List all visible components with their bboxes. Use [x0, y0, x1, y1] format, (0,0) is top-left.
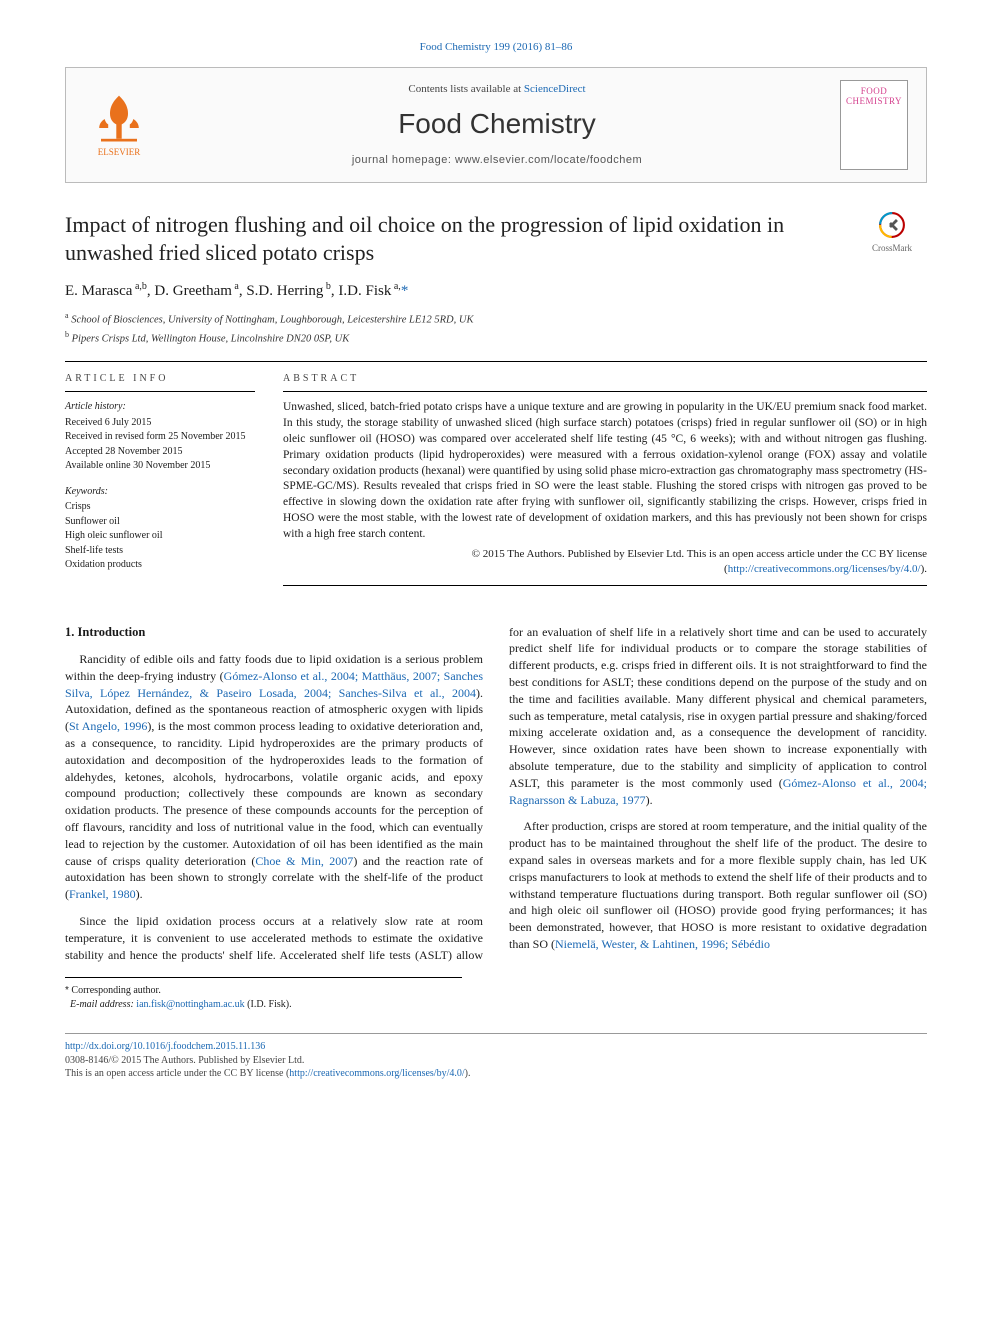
- aff-a-text: School of Biosciences, University of Not…: [71, 315, 473, 326]
- aff-b-sup: b: [65, 330, 69, 339]
- keyword: Oxidation products: [65, 558, 255, 572]
- article-title: Impact of nitrogen flushing and oil choi…: [65, 211, 927, 268]
- sciencedirect-link[interactable]: ScienceDirect: [524, 83, 586, 95]
- abstract-heading: abstract: [283, 372, 927, 386]
- history-label: Article history:: [65, 400, 255, 414]
- footnote-corresponding: Corresponding author.: [71, 985, 160, 996]
- info-abstract-row: article info Article history: Received 6…: [65, 372, 927, 594]
- p2-text-b: ).: [646, 793, 653, 807]
- abstract-rule: [283, 391, 927, 392]
- author-4[interactable]: I.D. Fisk: [338, 283, 391, 299]
- author-3-aff: b: [323, 281, 331, 292]
- info-rule: [65, 391, 255, 392]
- aff-b-text: Pipers Crisps Ltd, Wellington House, Lin…: [72, 333, 350, 344]
- abstract-license: © 2015 The Authors. Published by Elsevie…: [283, 547, 927, 577]
- banner-middle: Contents lists available at ScienceDirec…: [172, 82, 822, 167]
- abstract-col: abstract Unwashed, sliced, batch-fried p…: [283, 372, 927, 594]
- author-2[interactable]: D. Greetham: [154, 283, 231, 299]
- homepage-url[interactable]: www.elsevier.com/locate/foodchem: [455, 154, 642, 166]
- section-1-heading: 1. Introduction: [65, 624, 483, 642]
- p3-text-a: After production, crisps are stored at r…: [509, 819, 927, 951]
- header-citation: Food Chemistry 199 (2016) 81–86: [65, 40, 927, 55]
- journal-cover-thumb[interactable]: FOOD CHEMISTRY: [840, 80, 908, 170]
- affiliation-a: a School of Biosciences, University of N…: [65, 311, 927, 328]
- divider-rule: [65, 361, 927, 362]
- citation-link[interactable]: Food Chemistry 199 (2016) 81–86: [420, 41, 573, 53]
- journal-homepage: journal homepage: www.elsevier.com/locat…: [172, 153, 822, 168]
- citation-link[interactable]: Choe & Min, 2007: [255, 854, 353, 868]
- contents-lists-line: Contents lists available at ScienceDirec…: [172, 82, 822, 97]
- doi-link[interactable]: http://dx.doi.org/10.1016/j.foodchem.201…: [65, 1041, 265, 1052]
- license-link[interactable]: http://creativecommons.org/licenses/by/4…: [728, 563, 921, 575]
- license-close: ).: [921, 563, 927, 575]
- footer-license-link[interactable]: http://creativecommons.org/licenses/by/4…: [289, 1068, 464, 1079]
- author-1-aff: a,b: [132, 281, 146, 292]
- p1-text-e: ).: [136, 887, 143, 901]
- history-accepted: Accepted 28 November 2015: [65, 445, 255, 459]
- issn-line: 0308-8146/© 2015 The Authors. Published …: [65, 1055, 304, 1066]
- abstract-bottom-rule: [283, 585, 927, 586]
- intro-para-3: After production, crisps are stored at r…: [509, 818, 927, 952]
- footer-lic-close: ).: [465, 1068, 471, 1079]
- elsevier-logo[interactable]: ELSEVIER: [84, 85, 154, 165]
- footnote-star: *: [65, 985, 69, 996]
- email-label: E-mail address:: [70, 999, 136, 1010]
- keyword: Crisps: [65, 500, 255, 514]
- aff-a-sup: a: [65, 311, 69, 320]
- crossmark-badge[interactable]: CrossMark: [857, 211, 927, 254]
- intro-para-1: Rancidity of edible oils and fatty foods…: [65, 651, 483, 903]
- citation-link[interactable]: St Angelo, 1996: [69, 719, 147, 733]
- keyword: Shelf-life tests: [65, 544, 255, 558]
- homepage-prefix: journal homepage:: [352, 154, 455, 166]
- author-2-aff: a: [232, 281, 239, 292]
- citation-link[interactable]: Frankel, 1980: [69, 887, 136, 901]
- history-revised: Received in revised form 25 November 201…: [65, 430, 255, 444]
- citation-link[interactable]: Niemelä, Wester, & Lahtinen, 1996; Sébéd…: [555, 937, 770, 951]
- corresponding-star[interactable]: *: [401, 283, 409, 299]
- crossmark-icon: [878, 211, 906, 239]
- affiliation-b: b Pipers Crisps Ltd, Wellington House, L…: [65, 330, 927, 347]
- page-footer: http://dx.doi.org/10.1016/j.foodchem.201…: [65, 1033, 927, 1081]
- elsevier-tree-icon: [92, 92, 146, 146]
- crossmark-label: CrossMark: [857, 242, 927, 254]
- cover-word-2: CHEMISTRY: [846, 97, 902, 107]
- keywords-label: Keywords:: [65, 485, 255, 499]
- corresponding-footnote: * Corresponding author. E-mail address: …: [65, 977, 462, 1011]
- footer-lic-prefix: This is an open access article under the…: [65, 1068, 289, 1079]
- article-info-col: article info Article history: Received 6…: [65, 372, 255, 594]
- author-4-aff: a,: [391, 281, 400, 292]
- author-3[interactable]: S.D. Herring: [246, 283, 323, 299]
- keyword: High oleic sunflower oil: [65, 529, 255, 543]
- journal-banner: ELSEVIER Contents lists available at Sci…: [65, 67, 927, 183]
- email-link[interactable]: ian.fisk@nottingham.ac.uk: [136, 999, 244, 1010]
- body-columns: 1. Introduction Rancidity of edible oils…: [65, 624, 927, 964]
- email-who: (I.D. Fisk).: [245, 999, 292, 1010]
- journal-title: Food Chemistry: [172, 105, 822, 143]
- history-online: Available online 30 November 2015: [65, 459, 255, 473]
- contents-prefix: Contents lists available at: [408, 83, 523, 95]
- elsevier-label: ELSEVIER: [98, 146, 141, 158]
- history-received: Received 6 July 2015: [65, 416, 255, 430]
- authors-line: E. Marasca a,b, D. Greetham a, S.D. Herr…: [65, 280, 927, 301]
- article-info-heading: article info: [65, 372, 255, 386]
- p1-text-c: ), is the most common process leading to…: [65, 719, 483, 867]
- author-1[interactable]: E. Marasca: [65, 283, 132, 299]
- keyword: Sunflower oil: [65, 515, 255, 529]
- abstract-text: Unwashed, sliced, batch-fried potato cri…: [283, 400, 927, 543]
